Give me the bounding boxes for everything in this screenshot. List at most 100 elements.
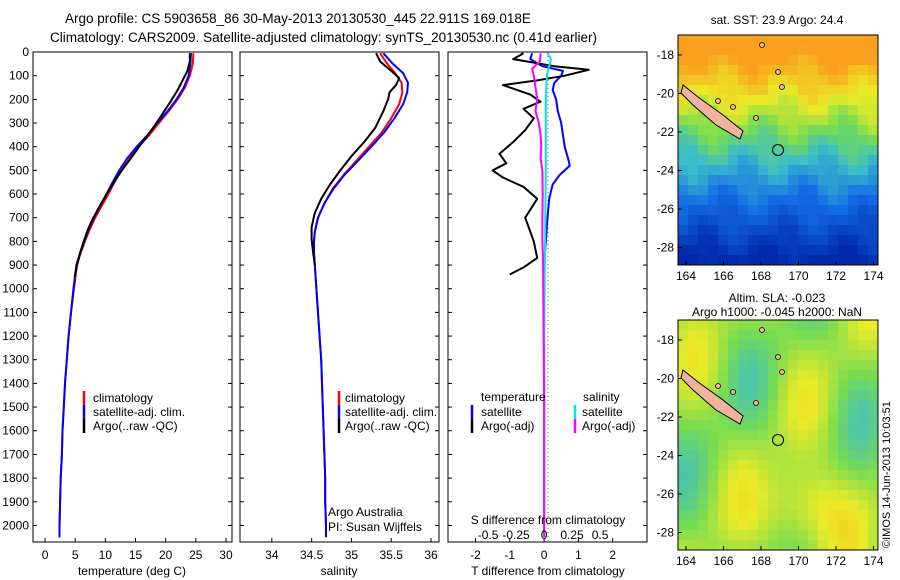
- map-cell: [758, 235, 769, 246]
- map-cell: [698, 470, 709, 481]
- map-cell: [768, 235, 779, 246]
- map-cell: [788, 390, 799, 401]
- map-cell: [838, 380, 849, 391]
- map-cell: [678, 155, 689, 166]
- map-cell: [708, 245, 719, 256]
- map-cell: [818, 440, 829, 451]
- map-cell: [738, 470, 749, 481]
- map-cell: [828, 410, 839, 421]
- map-cell: [858, 115, 869, 126]
- map-cell: [688, 245, 699, 256]
- map-cell: [778, 350, 789, 361]
- map-cell: [858, 165, 869, 176]
- map-cell: [848, 145, 859, 156]
- map-cell: [758, 370, 769, 381]
- map-cell: [698, 75, 709, 86]
- map-x-tick-label: 164: [676, 554, 696, 568]
- map-cell: [838, 95, 849, 106]
- map-cell: [778, 255, 789, 266]
- depth-tick-label: 1100: [3, 305, 29, 319]
- map-cell: [728, 350, 739, 361]
- map-cell: [828, 470, 839, 481]
- map-cell: [688, 125, 699, 136]
- map-cell: [748, 105, 759, 116]
- map-cell: [748, 330, 759, 341]
- map-cell: [748, 185, 759, 196]
- map-cell: [678, 530, 689, 541]
- map-cell: [828, 440, 839, 451]
- map-cell: [828, 165, 839, 176]
- map-cell: [798, 440, 809, 451]
- map-cell: [828, 380, 839, 391]
- map-cell: [808, 95, 819, 106]
- map-cell: [808, 510, 819, 521]
- map-cell: [778, 530, 789, 541]
- map-cell: [758, 165, 769, 176]
- legend-label-argo: Argo(..raw -QC): [345, 419, 430, 433]
- map-cell: [708, 520, 719, 531]
- map-cell: [868, 115, 879, 126]
- map-cell: [698, 135, 709, 146]
- salinity-legend: climatology satellite-adj. clim. Argo(..…: [337, 391, 437, 433]
- map-cell: [818, 55, 829, 66]
- map-cell: [728, 155, 739, 166]
- map-cell: [828, 85, 839, 96]
- map-cell: [838, 500, 849, 511]
- depth-tick-label: 300: [9, 116, 29, 130]
- map-cell: [758, 205, 769, 216]
- map-cell: [868, 65, 879, 76]
- map-cell: [788, 410, 799, 421]
- map-cell: [748, 430, 759, 441]
- map-cell: [738, 95, 749, 106]
- map-cell: [698, 185, 709, 196]
- map-x-tick-label: 172: [826, 269, 846, 283]
- map-cell: [678, 135, 689, 146]
- map-cell: [858, 135, 869, 146]
- depth-axis: 0 100 200 300 400 500 600 700 800 900 1000 1100 1200…: [2, 45, 647, 532]
- map-cell: [688, 400, 699, 411]
- map-cell: [768, 320, 779, 331]
- map-cell: [848, 490, 859, 501]
- map-cell: [718, 245, 729, 256]
- map-cell: [758, 430, 769, 441]
- map-cell: [808, 215, 819, 226]
- map-cell: [808, 205, 819, 216]
- map-cell: [718, 340, 729, 351]
- map-cell: [808, 135, 819, 146]
- map-cell: [728, 520, 739, 531]
- series-line-climatology: [58, 53, 195, 538]
- map-cell: [688, 175, 699, 186]
- map-cell: [678, 55, 689, 66]
- map-cell: [708, 85, 719, 96]
- map-cell: [858, 85, 869, 96]
- map-cell: [728, 480, 739, 491]
- map-cell: [738, 410, 749, 421]
- map-cell: [738, 45, 749, 56]
- map-cell: [768, 380, 779, 391]
- x-tick-label: 35: [345, 548, 359, 562]
- map-cell: [848, 370, 859, 381]
- map-cell: [678, 75, 689, 86]
- map-cell: [798, 55, 809, 66]
- map-cell: [708, 175, 719, 186]
- map-cell: [768, 155, 779, 166]
- map-cell: [778, 450, 789, 461]
- map-cell: [848, 520, 859, 531]
- map-cell: [858, 255, 869, 266]
- map-cell: [868, 490, 879, 501]
- map-x-tick-label: 174: [863, 554, 883, 568]
- map-cell: [728, 360, 739, 371]
- map-cell: [688, 370, 699, 381]
- temperature-axes-box: [32, 51, 233, 543]
- x-tick-label: 2: [609, 548, 616, 562]
- map-cell: [738, 460, 749, 471]
- map-cell: [818, 520, 829, 531]
- map-cell: [778, 195, 789, 206]
- map-cell: [718, 205, 729, 216]
- map-cell: [818, 125, 829, 136]
- map-cell: [868, 135, 879, 146]
- map-cell: [838, 205, 849, 216]
- map-cell: [688, 320, 699, 331]
- map-cell: [858, 350, 869, 361]
- map-cell: [708, 470, 719, 481]
